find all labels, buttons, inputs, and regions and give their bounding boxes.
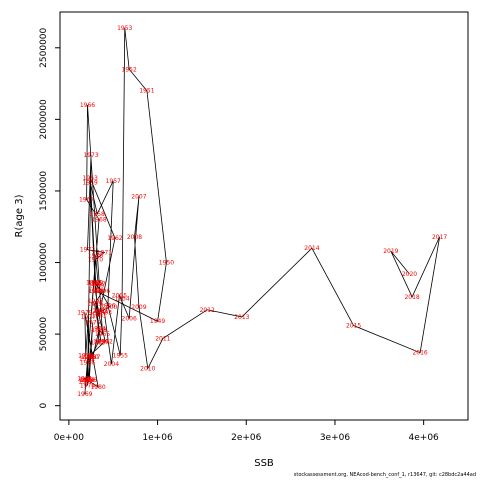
- point-label-1967: 1967: [79, 197, 94, 204]
- point-label-1988: 1988: [91, 327, 106, 334]
- point-label-1973: 1973: [83, 152, 98, 159]
- point-label-1959: 1959: [83, 179, 98, 186]
- point-label-2020: 2020: [402, 271, 417, 278]
- point-label-2015: 2015: [346, 323, 361, 330]
- point-label-1987: 1987: [85, 354, 100, 361]
- point-label-1954: 1954: [114, 295, 129, 302]
- point-label-1989: 1989: [90, 340, 105, 347]
- point-label-1979: 1979: [77, 310, 92, 317]
- point-label-1956: 1956: [100, 302, 115, 309]
- y-axis-title: R(age 3): [14, 194, 25, 237]
- point-label-2006: 2006: [122, 315, 137, 322]
- y-tick-label: 0: [39, 403, 49, 409]
- point-label-2004: 2004: [104, 361, 119, 368]
- point-label-1986: 1986: [80, 360, 95, 367]
- point-label-2001: 2001: [93, 308, 108, 315]
- point-label-2002: 2002: [92, 308, 107, 315]
- point-label-1968: 1968: [91, 217, 106, 224]
- point-label-2011: 2011: [155, 335, 170, 342]
- point-label-1975: 1975: [85, 320, 100, 327]
- point-label-1974: 1974: [80, 383, 95, 390]
- point-label-1995: 1995: [87, 301, 102, 308]
- point-label-1972: 1972: [80, 247, 95, 254]
- point-label-2008: 2008: [127, 234, 142, 241]
- point-label-2007: 2007: [131, 194, 146, 201]
- point-label-1978: 1978: [78, 353, 93, 360]
- point-label-2010: 2010: [140, 365, 155, 372]
- point-label-1970: 1970: [88, 257, 103, 264]
- point-label-1952: 1952: [122, 66, 137, 73]
- y-tick-label: 500000: [39, 317, 49, 352]
- point-label-1950: 1950: [159, 260, 174, 267]
- footer-caption: stockassessment.org, NEAcod-bench_conf_1…: [293, 472, 476, 478]
- x-axis: 0e+00 1e+06 2e+06 3e+06 4e+06: [54, 420, 439, 443]
- point-label-2018: 2018: [404, 294, 419, 301]
- x-tick-label: 0e+00: [54, 433, 85, 443]
- point-label-1991: 1991: [79, 355, 94, 362]
- point-label-1996: 1996: [95, 288, 110, 295]
- point-label-1977: 1977: [81, 314, 96, 321]
- point-label-1960: 1960: [88, 288, 103, 295]
- point-label-1957: 1957: [106, 178, 121, 185]
- point-label-1964: 1964: [90, 325, 105, 332]
- point-label-2003: 2003: [97, 310, 112, 317]
- point-label-1980: 1980: [90, 384, 105, 391]
- y-tick-label: 2000000: [39, 99, 49, 139]
- point-label-1946: 1946: [88, 252, 103, 259]
- point-label-1999: 1999: [88, 280, 103, 287]
- point-label-1982: 1982: [78, 378, 93, 385]
- point-label-1951: 1951: [139, 88, 154, 95]
- x-tick-label: 1e+06: [142, 433, 173, 443]
- point-label-2009: 2009: [131, 304, 146, 311]
- plot-area-frame: [59, 11, 469, 421]
- point-label-1965: 1965: [95, 331, 110, 338]
- point-label-1958: 1958: [90, 211, 105, 218]
- y-tick-label: 1000000: [39, 242, 49, 282]
- point-label-1990: 1990: [83, 354, 98, 361]
- point-label-2014: 2014: [304, 245, 319, 252]
- x-tick-label: 2e+06: [231, 433, 262, 443]
- point-label-2013: 2013: [234, 314, 249, 321]
- x-tick-label: 4e+06: [409, 433, 440, 443]
- point-label-1998: 1998: [89, 282, 104, 289]
- x-axis-title: SSB: [254, 458, 274, 469]
- series-line: [84, 27, 441, 395]
- y-tick-label: 1500000: [39, 171, 49, 211]
- point-label-2017: 2017: [432, 234, 447, 241]
- point-label-1976: 1976: [82, 377, 97, 384]
- point-label-2005: 2005: [112, 292, 127, 299]
- point-label-1984: 1984: [79, 377, 94, 384]
- point-label-1971: 1971: [97, 250, 112, 257]
- point-label-2012: 2012: [200, 307, 215, 314]
- point-label-2000: 2000: [102, 304, 117, 311]
- point-label-1953: 1953: [117, 25, 132, 32]
- point-label-1949: 1949: [150, 318, 165, 325]
- point-label-1948: 1948: [89, 288, 104, 295]
- point-label-1994: 1994: [93, 338, 108, 345]
- point-label-1997: 1997: [86, 280, 101, 287]
- y-axis: 0 500000 1000000 1500000 2000000 2500000: [39, 27, 60, 409]
- point-label-1963: 1963: [83, 175, 98, 182]
- point-label-1985: 1985: [81, 354, 96, 361]
- point-label-1969: 1969: [77, 391, 92, 398]
- point-label-1947: 1947: [90, 281, 105, 288]
- point-label-1993: 1993: [88, 298, 103, 305]
- point-label-1981: 1981: [77, 375, 92, 382]
- point-label-1992: 1992: [98, 338, 113, 345]
- point-label-1962: 1962: [107, 235, 122, 242]
- point-label-1961: 1961: [91, 312, 106, 319]
- x-tick-label: 3e+06: [320, 433, 351, 443]
- point-label-1983: 1983: [80, 377, 95, 384]
- y-tick-label: 2500000: [39, 27, 49, 67]
- point-label-2019: 2019: [383, 248, 398, 255]
- point-label-2016: 2016: [412, 350, 427, 357]
- point-label-1955: 1955: [113, 353, 128, 360]
- point-label-1966: 1966: [80, 102, 95, 109]
